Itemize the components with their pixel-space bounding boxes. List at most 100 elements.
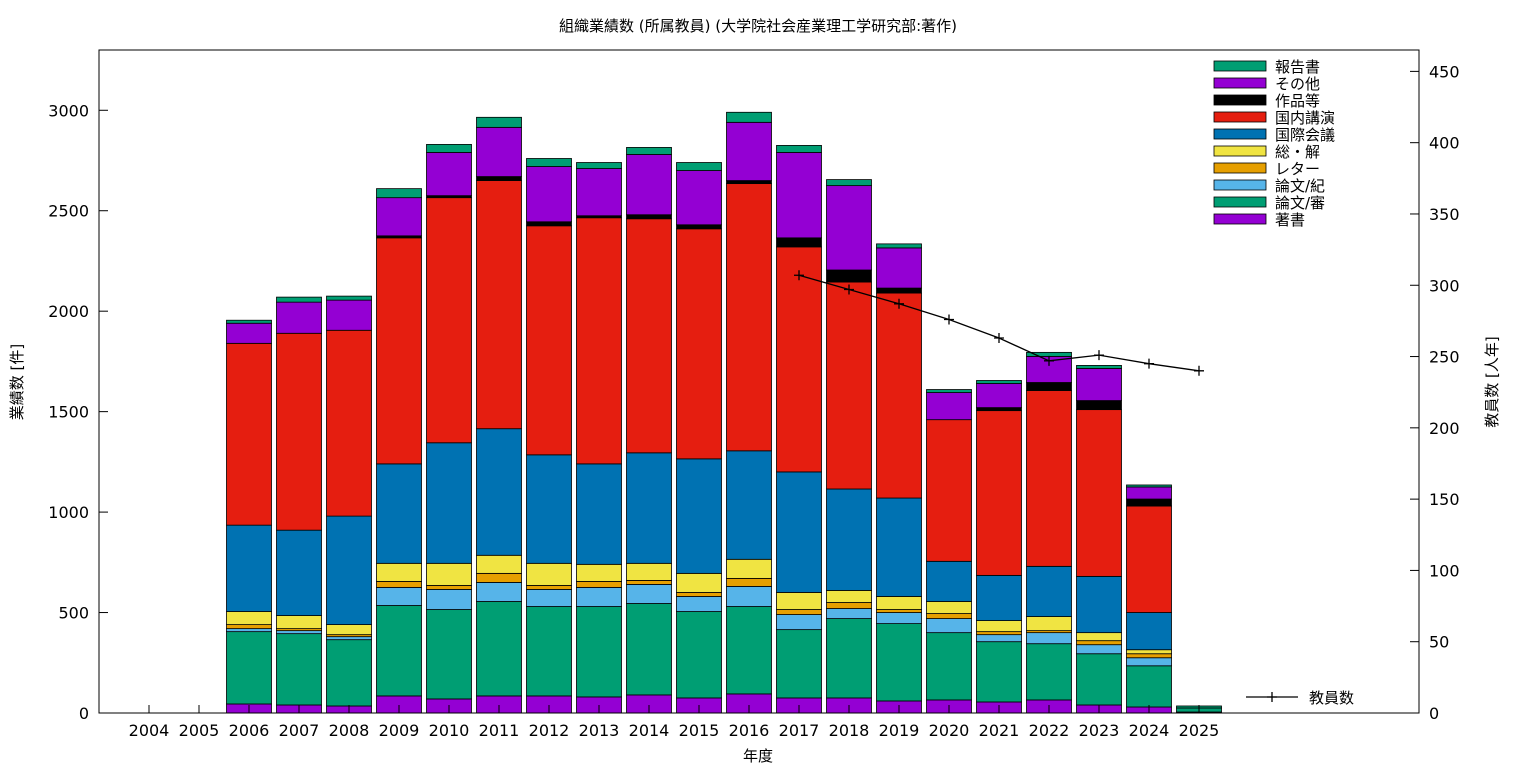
y2-tick-label: 450 [1429,62,1460,81]
bar-2018-series-7 [826,269,872,283]
legend-swatch-series-9 [1213,60,1267,72]
bar-2006-series-5 [226,524,272,612]
bar-2012-series-2 [526,589,572,607]
bar-2021-series-4 [976,620,1022,633]
x-tick-label: 2005 [179,721,220,740]
y2-tick-label: 150 [1429,490,1460,509]
bar-2008-series-5 [326,515,372,625]
bar-2018-series-4 [826,590,872,603]
bar-2008-series-1 [326,639,372,707]
bar-2023-series-9 [1076,365,1122,369]
x-tick-label: 2004 [129,721,170,740]
chart-title: 組織業績数 (所属教員) (大学院社会産業理工学研究部:著作) [559,17,957,35]
bar-2010-series-3 [426,585,472,590]
bar-2006-series-2 [226,628,272,633]
y-tick-label: 2000 [48,302,89,321]
y-tick-label: 500 [58,604,89,623]
bar-2006-series-1 [226,631,272,705]
y2-tick-label: 300 [1429,276,1460,295]
bar-2020-series-3 [926,613,972,619]
bar-2023-series-5 [1076,575,1122,634]
bar-2019-series-4 [876,596,922,610]
x-tick-label: 2008 [329,721,370,740]
bar-2021-series-5 [976,574,1022,621]
bar-2015-series-3 [676,592,722,597]
bar-2006-series-3 [226,624,272,630]
bar-2024-series-4 [1126,649,1172,655]
bar-2024-series-9 [1126,484,1172,488]
bar-2018-series-3 [826,602,872,609]
bar-2022-series-4 [1026,616,1072,632]
bar-2023-series-4 [1076,632,1122,642]
x-tick-label: 2020 [929,721,970,740]
bar-2021-series-1 [976,641,1022,703]
bar-2020-series-4 [926,601,972,614]
bar-2016-series-6 [726,183,772,452]
bar-2009-series-2 [376,587,422,606]
bar-2015-series-6 [676,228,722,460]
x-tick-label: 2006 [229,721,270,740]
bar-2011-series-5 [476,428,522,556]
bar-2009-series-3 [376,581,422,588]
bar-2006-series-4 [226,611,272,625]
bar-2013-series-6 [576,217,622,465]
bar-2017-series-4 [776,592,822,610]
bar-2018-series-6 [826,281,872,490]
legend-label-series-5: 国際会議 [1275,126,1335,144]
x-tick-label: 2011 [479,721,520,740]
bar-2007-series-2 [276,630,322,635]
bar-2011-series-8 [476,126,522,177]
bar-2023-series-7 [1076,400,1122,411]
bar-2019-series-7 [876,287,922,294]
bar-2011-series-4 [476,554,522,574]
x-tick-label: 2015 [679,721,720,740]
bar-2019-series-2 [876,612,922,624]
bar-2019-series-1 [876,623,922,702]
x-tick-label: 2013 [579,721,620,740]
bar-2007-series-9 [276,296,322,303]
bar-2013-series-9 [576,162,622,169]
legend-swatch-series-8 [1213,77,1267,89]
bar-2009-series-4 [376,562,422,582]
bar-2020-series-8 [926,392,972,421]
bar-2024-series-7 [1126,498,1172,507]
bar-2021-series-3 [976,631,1022,636]
bar-2019-series-8 [876,247,922,289]
bar-2011-series-6 [476,180,522,430]
bar-2012-series-9 [526,158,572,167]
bar-2022-series-7 [1026,382,1072,391]
bar-2016-series-1 [726,606,772,695]
x-tick-label: 2025 [1179,721,1220,740]
bar-2011-series-2 [476,582,522,602]
bar-2015-series-5 [676,458,722,574]
bar-2017-series-8 [776,152,822,239]
bar-2019-series-3 [876,609,922,613]
line-point-2023 [1094,350,1104,361]
bar-2019-series-9 [876,243,922,249]
y-tick-label: 3000 [48,101,89,120]
y-tick-label: 2500 [48,202,89,221]
bar-2009-series-9 [376,188,422,199]
y-tick-label: 1500 [48,403,89,422]
legend-swatch-series-0 [1213,213,1267,225]
bar-2008-series-4 [326,624,372,636]
bar-2008-series-8 [326,299,372,331]
bar-2015-series-4 [676,572,722,593]
bar-2009-series-1 [376,605,422,697]
y-tick-label: 0 [79,704,89,723]
bar-2023-series-2 [1076,644,1122,655]
bar-2012-series-4 [526,562,572,586]
bar-2024-series-8 [1126,486,1172,500]
legend-swatch-series-7 [1213,94,1267,106]
legend-swatch-series-2 [1213,179,1267,191]
bar-2010-series-6 [426,197,472,444]
legend-label-series-7: 作品等 [1275,92,1320,110]
bar-2022-series-1 [1026,643,1072,701]
bar-2018-series-1 [826,618,872,699]
legend-swatch-series-4 [1213,145,1267,157]
x-tick-label: 2018 [829,721,870,740]
bar-2018-series-8 [826,185,872,271]
line-point-2021 [994,333,1004,344]
bar-2016-series-9 [726,111,772,123]
bar-2014-series-7 [626,214,672,220]
